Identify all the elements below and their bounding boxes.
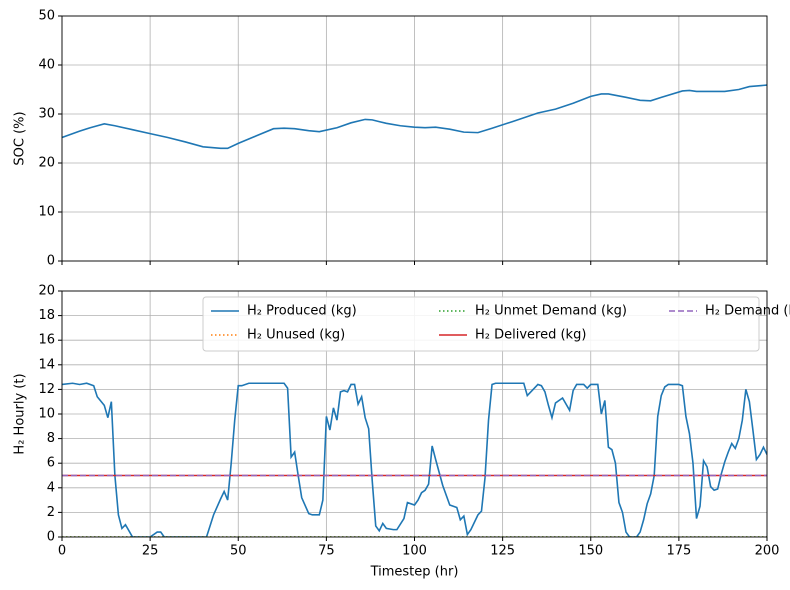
y-tick-label: 0 <box>47 530 55 545</box>
y-tick-label: 8 <box>47 431 55 446</box>
x-tick-label: 75 <box>318 544 335 559</box>
y-axis-label: H₂ Hourly (t) <box>13 373 28 454</box>
y-tick-label: 6 <box>47 456 55 471</box>
x-tick-label: 125 <box>490 544 515 559</box>
y-axis-label: SOC (%) <box>13 111 28 165</box>
y-tick-label: 20 <box>38 284 55 299</box>
y-tick-label: 16 <box>38 333 55 348</box>
y-tick-label: 10 <box>38 407 55 422</box>
y-tick-label: 2 <box>47 505 55 520</box>
y-tick-label: 4 <box>47 480 55 495</box>
legend-label: H₂ Delivered (kg) <box>475 328 586 343</box>
x-tick-label: 50 <box>230 544 247 559</box>
legend-label: H₂ Unmet Demand (kg) <box>475 304 627 319</box>
series-line <box>62 84 767 150</box>
x-tick-label: 175 <box>666 544 691 559</box>
y-tick-label: 0 <box>47 254 55 269</box>
x-tick-label: 200 <box>755 544 780 559</box>
x-axis-label: Timestep (hr) <box>370 565 459 580</box>
y-tick-label: 30 <box>38 107 55 122</box>
x-tick-label: 0 <box>58 544 66 559</box>
x-tick-label: 150 <box>578 544 603 559</box>
y-tick-label: 40 <box>38 58 55 73</box>
x-tick-label: 25 <box>142 544 159 559</box>
series-line <box>62 382 767 537</box>
y-tick-label: 14 <box>38 357 55 372</box>
y-tick-label: 20 <box>38 156 55 171</box>
y-tick-label: 18 <box>38 308 55 323</box>
legend-label: H₂ Produced (kg) <box>247 304 357 319</box>
legend-label: H₂ Demand (kg) <box>705 304 790 319</box>
y-tick-label: 12 <box>38 382 55 397</box>
axes-frame <box>61 290 768 538</box>
legend-box <box>202 296 760 352</box>
legend-label: H₂ Unused (kg) <box>247 328 345 343</box>
y-tick-label: 50 <box>38 9 55 24</box>
y-tick-label: 10 <box>38 205 55 220</box>
x-tick-label: 100 <box>402 544 427 559</box>
axes-frame <box>61 15 768 262</box>
